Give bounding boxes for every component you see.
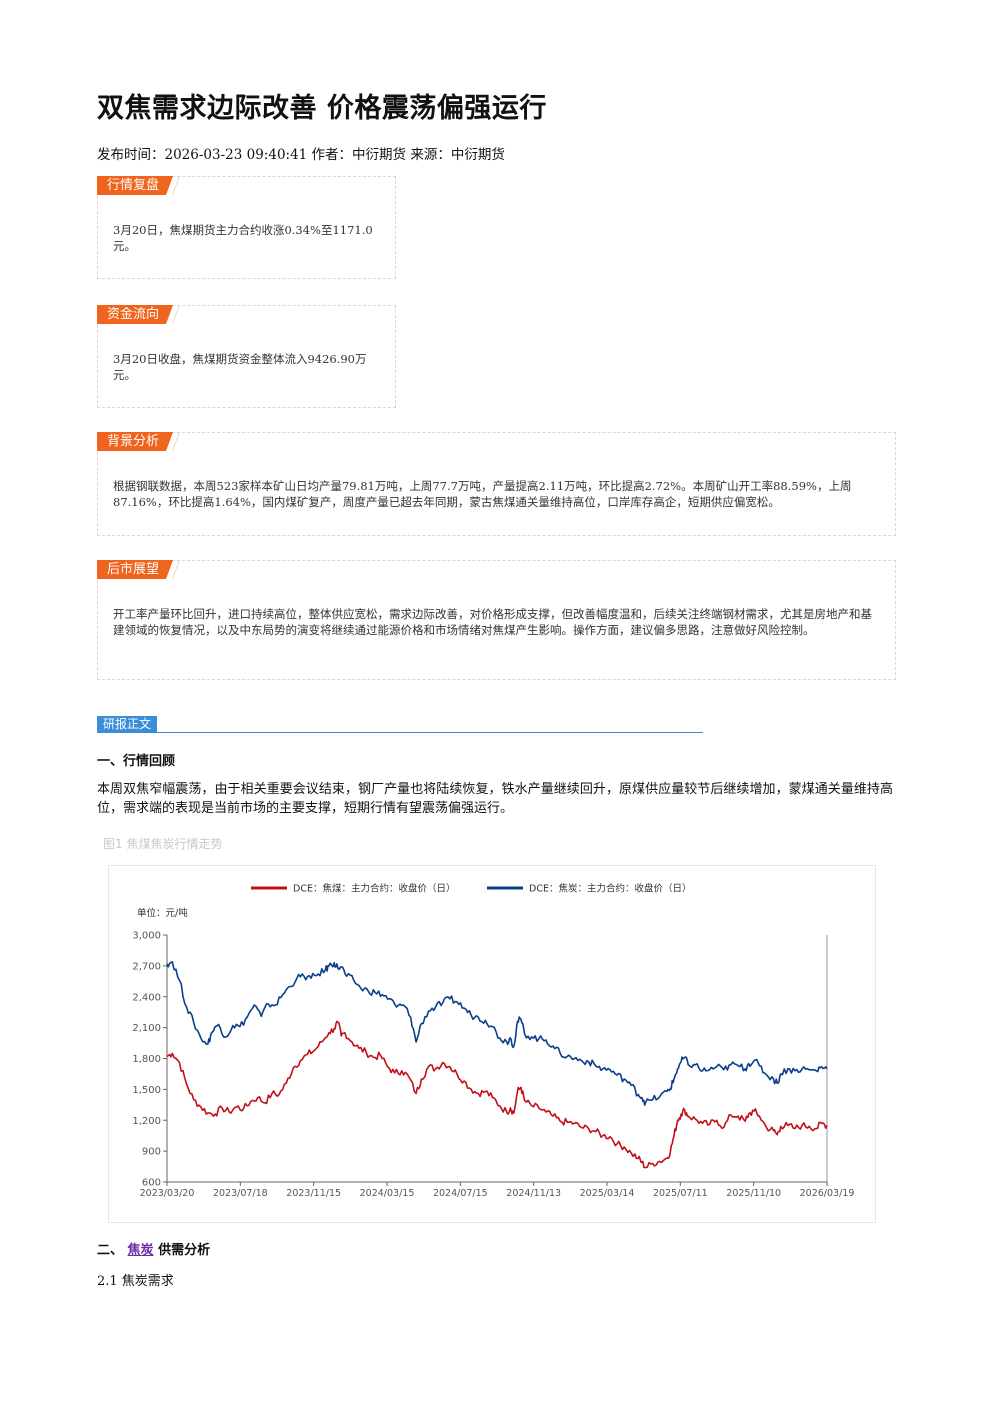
subheading-coke-demand: 2.1 焦炭需求	[97, 1274, 174, 1289]
y-tick-label: 2,400	[132, 992, 161, 1003]
heading-market-review: 一、行情回顾	[97, 754, 176, 769]
tag-accent	[172, 560, 180, 579]
tag-accent	[172, 176, 180, 195]
article-title: 双焦需求边际改善 价格震荡偏强运行	[97, 93, 547, 124]
report-section-label: 研报正文	[97, 716, 158, 733]
price-chart: 3,000 2,700 2,400 2,100 1,800 1,500 1,200 900 60…	[108, 865, 876, 1223]
coke-link[interactable]: 焦炭	[127, 1243, 154, 1258]
section-divider	[97, 732, 703, 733]
article-meta: 发布时间：2026-03-23 09:40:41 作者：中衍期货 来源：中衍期货	[97, 147, 505, 163]
y-tick-label: 2,100	[132, 1023, 161, 1034]
heading-supply-demand: 二、 焦炭 供需分析	[97, 1239, 210, 1258]
x-tick-label: 2024/03/15	[360, 1188, 415, 1199]
y-tick-label: 1,200	[132, 1116, 161, 1127]
heading-prefix: 二、	[97, 1243, 124, 1258]
fund-flow-box: 资金流向 3月20日收盘，焦煤期货资金整体流入9426.90万元。	[97, 305, 396, 408]
background-tag: 背景分析	[97, 432, 173, 451]
coke-series-line	[166, 961, 828, 1106]
heading-suffix: 供需分析	[158, 1243, 211, 1258]
tag-accent	[172, 432, 180, 451]
x-tick-label: 2026/03/19	[800, 1188, 855, 1199]
x-tick-label: 2024/11/13	[506, 1188, 561, 1199]
outlook-box: 后市展望 开工率产量环比回升，进口持续高位，整体供应宽松，需求边际改善，对价格形…	[97, 560, 896, 680]
fund-flow-text: 3月20日收盘，焦煤期货资金整体流入9426.90万元。	[113, 352, 367, 382]
y-tick-label: 1,800	[132, 1054, 161, 1065]
x-tick-label: 2025/11/10	[726, 1188, 781, 1199]
x-tick-label: 2024/07/15	[433, 1188, 488, 1199]
y-tick-label: 1,500	[132, 1085, 161, 1096]
unit-label: 单位：元/吨	[137, 907, 188, 919]
fund-flow-tag: 资金流向	[97, 305, 173, 324]
y-tick-label: 2,700	[132, 961, 161, 972]
figure-caption: 图1 焦煤焦炭行情走势	[103, 837, 223, 851]
x-tick-label: 2023/11/15	[286, 1188, 341, 1199]
x-tick-label: 2023/07/18	[213, 1188, 268, 1199]
legend-label: DCE：焦煤：主力合约：收盘价（日）	[293, 883, 455, 895]
legend-label: DCE：焦炭：主力合约：收盘价（日）	[529, 883, 691, 895]
price-chart-svg: 3,000 2,700 2,400 2,100 1,800 1,500 1,200 900 60…	[132, 883, 855, 1200]
report-section-header: 研报正文	[97, 716, 703, 733]
y-tick-label: 900	[142, 1147, 161, 1158]
x-tick-label: 2023/03/20	[140, 1188, 195, 1199]
y-tick-label: 600	[142, 1178, 161, 1189]
coking-coal-series-line	[166, 1020, 828, 1169]
market-review-text: 3月20日，焦煤期货主力合约收涨0.34%至1171.0元。	[113, 223, 373, 253]
background-box: 背景分析 根据钢联数据，本周523家样本矿山日均产量79.81万吨，上周77.7…	[97, 432, 896, 536]
y-tick-label: 3,000	[132, 931, 161, 942]
market-review-paragraph: 本周双焦窄幅震荡，由于相关重要会议结束，钢厂产量也将陆续恢复，铁水产量继续回升，…	[97, 782, 893, 816]
background-text: 根据钢联数据，本周523家样本矿山日均产量79.81万吨，上周77.7万吨，产量…	[113, 479, 852, 509]
outlook-tag: 后市展望	[97, 560, 173, 579]
outlook-text: 开工率产量环比回升，进口持续高位，整体供应宽松，需求边际改善，对价格形成支撑，但…	[113, 607, 872, 637]
tag-accent	[172, 305, 180, 324]
market-review-box: 行情复盘 3月20日，焦煤期货主力合约收涨0.34%至1171.0元。	[97, 176, 396, 279]
market-review-tag: 行情复盘	[97, 176, 173, 195]
x-tick-label: 2025/03/14	[580, 1188, 635, 1199]
x-tick-label: 2025/07/11	[653, 1188, 708, 1199]
